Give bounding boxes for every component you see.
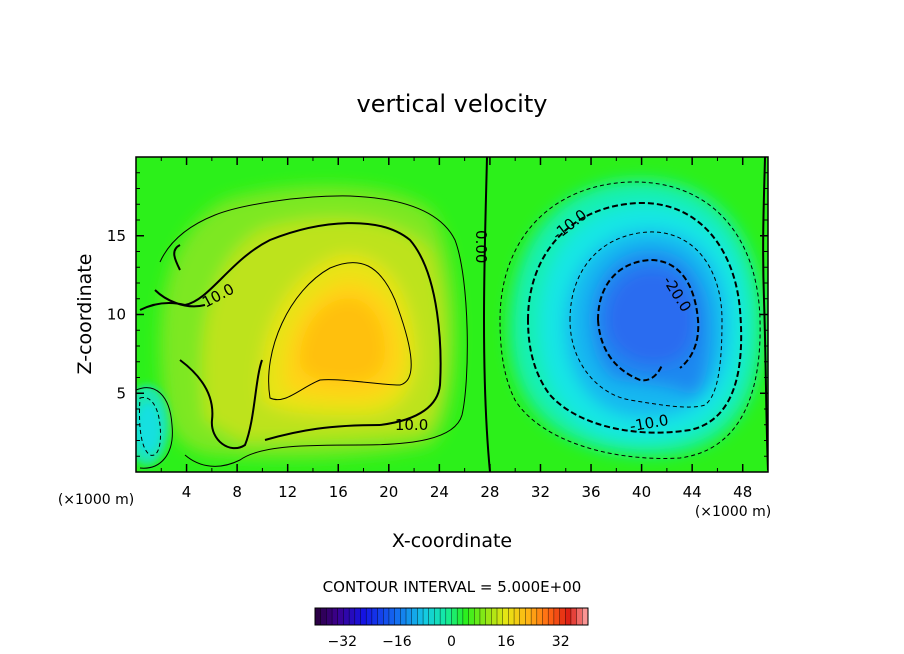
colorbar-segment (406, 608, 413, 625)
y-axis-label: Z-coordinate (74, 254, 96, 375)
colorbar-segment (366, 608, 373, 625)
colorbar-tick-label: 0 (447, 634, 456, 650)
contour-pos5 (159, 195, 468, 467)
contour-label: 10.0 (395, 416, 428, 434)
colorbar-segment (548, 608, 555, 625)
x-unit-left: (×1000 m) (58, 492, 134, 508)
small-downdraft-region (136, 385, 169, 465)
colorbar-segment (411, 608, 418, 625)
colorbar-segment (519, 608, 526, 625)
y-tick-label: 10 (107, 306, 126, 324)
x-tick-label: 28 (480, 483, 499, 501)
colorbar-segment (491, 608, 498, 625)
colorbar-segment (417, 608, 424, 625)
y-tick-label: 5 (116, 384, 126, 402)
colorbar-segment (479, 608, 487, 625)
filled-field (136, 157, 768, 472)
colorbar-segment (377, 608, 384, 625)
x-tick-label: 12 (278, 483, 297, 501)
colorbar-segment (451, 608, 458, 625)
x-unit-right: (×1000 m) (695, 504, 771, 520)
updraft-region (160, 186, 457, 458)
colorbar-segment (559, 608, 566, 625)
colorbar-segment (457, 608, 464, 625)
colorbar-segment (428, 608, 435, 625)
colorbar-frame (314, 607, 589, 626)
colorbar-segment (582, 608, 589, 625)
colorbar-segment (354, 608, 361, 625)
colorbar-segment (485, 608, 492, 625)
x-tick-label: 8 (232, 483, 242, 501)
contour-zero (482, 157, 491, 472)
y-tick-label: 15 (107, 227, 126, 245)
x-tick-label: 40 (632, 483, 651, 501)
colorbar-segment (508, 608, 515, 625)
colorbar-segment (360, 608, 367, 625)
colorbar-segment (514, 608, 521, 625)
colorbar-segment (474, 608, 481, 625)
colorbar-segment (536, 608, 543, 625)
x-axis-label: X-coordinate (392, 530, 512, 552)
colorbar-segment (349, 608, 356, 625)
colorbar-segment (570, 608, 578, 625)
contour-small-neg-outer (136, 387, 173, 469)
colorbar-tick-label: −16 (382, 634, 412, 650)
colorbar-segment (468, 608, 475, 625)
contour-neg5 (499, 181, 761, 459)
colorbar-segment (371, 608, 379, 625)
contour-pos15 (268, 262, 412, 401)
x-tick-label: 36 (581, 483, 600, 501)
x-tick-label: 16 (329, 483, 348, 501)
colorbar-segment (337, 608, 344, 625)
colorbar-segment (576, 608, 583, 625)
contour-label: 0.00 (472, 230, 490, 263)
contour-neg10 (526, 201, 743, 434)
contour-neg20 (597, 258, 700, 382)
colorbar-tick-label: 32 (552, 634, 570, 650)
contour-pos10-lower (179, 359, 381, 450)
x-tick-label: 44 (683, 483, 702, 501)
x-tick-label: 4 (182, 483, 192, 501)
contour-neg15 (569, 231, 723, 408)
colorbar-segment (423, 608, 430, 625)
colorbar-segment (542, 608, 549, 625)
colorbar-segment (343, 608, 350, 625)
colorbar-segment (553, 608, 561, 625)
colorbar-segment (565, 608, 572, 625)
y-axis: 5 10 15 (107, 172, 768, 457)
colorbar-segment (326, 608, 333, 625)
colorbar-segment (497, 608, 504, 625)
x-axis: 4 8 12 16 20 24 28 32 36 40 44 48 (160, 157, 752, 501)
colorbar (314, 607, 589, 626)
colorbar-tick-label: 16 (497, 634, 515, 650)
contour-pos10 (139, 222, 442, 426)
colorbar-segment (440, 608, 447, 625)
colorbar-segment (400, 608, 407, 625)
x-tick-label: 24 (430, 483, 449, 501)
x-tick-label: 20 (379, 483, 398, 501)
contour-interval-text: CONTOUR INTERVAL = 5.000E+00 (323, 578, 582, 596)
chart-title: vertical velocity (357, 90, 548, 118)
colorbar-segment (525, 608, 532, 625)
downdraft-region (510, 180, 763, 455)
colorbar-segment (383, 608, 390, 625)
colorbar-segment (462, 608, 470, 625)
colorbar-segment (388, 608, 396, 625)
colorbar-segment (315, 608, 322, 625)
x-tick-label: 32 (531, 483, 550, 501)
colorbar-segment (394, 608, 401, 625)
colorbar-tick-labels: −32 −16 0 16 32 (328, 634, 570, 650)
colorbar-segment (445, 608, 452, 625)
colorbar-segment (332, 608, 339, 625)
colorbar-segment (502, 608, 509, 625)
x-tick-label: 48 (733, 483, 752, 501)
colorbar-segment (320, 608, 327, 625)
colorbar-segment (434, 608, 441, 625)
colorbar-tick-label: −32 (328, 634, 358, 650)
contour-small-neg (139, 396, 161, 456)
colorbar-segment (531, 608, 538, 625)
